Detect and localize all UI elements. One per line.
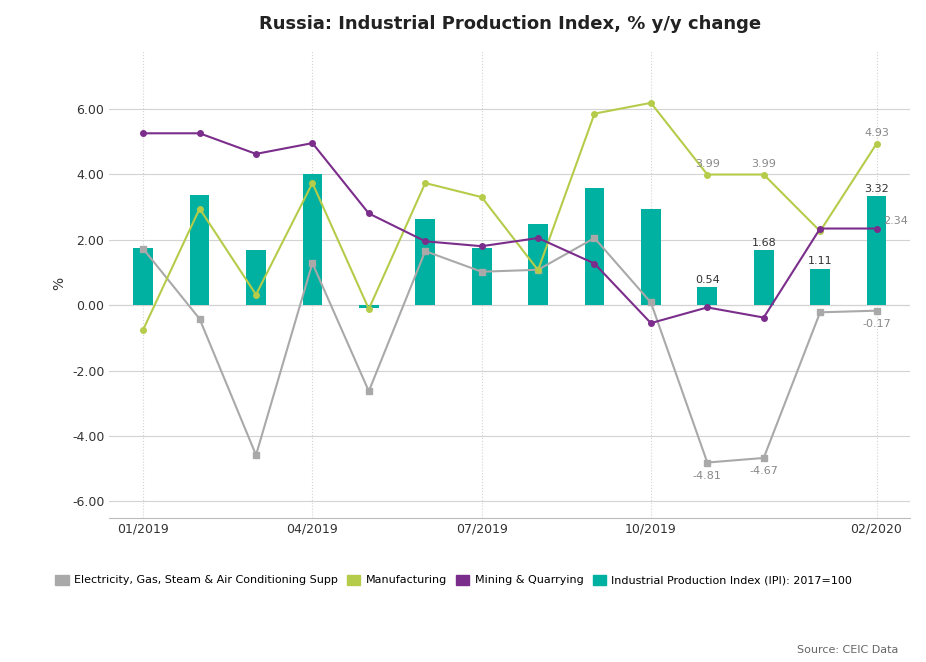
Manufacturing <box>194 205 206 213</box>
Manufacturing <box>419 179 431 187</box>
Manufacturing <box>307 179 318 187</box>
Text: -4.67: -4.67 <box>749 466 778 476</box>
Electricity, Gas, Steam & Air Conditioning Supp <box>307 260 318 267</box>
Bar <box>303 174 322 305</box>
Bar <box>867 197 886 305</box>
Manufacturing <box>476 193 487 201</box>
Electricity, Gas, Steam & Air Conditioning Supp <box>871 307 882 314</box>
Mining & Quarrying <box>871 224 882 232</box>
Mining & Quarrying <box>758 314 770 322</box>
Text: 0.54: 0.54 <box>694 275 720 285</box>
Manufacturing <box>532 266 544 274</box>
Bar <box>133 248 153 305</box>
Text: 1.68: 1.68 <box>751 238 776 248</box>
Manufacturing <box>702 171 713 179</box>
Manufacturing <box>758 171 770 179</box>
Mining & Quarrying <box>138 129 149 137</box>
Line: Electricity, Gas, Steam & Air Conditioning Supp: Electricity, Gas, Steam & Air Conditioni… <box>140 234 880 466</box>
Bar <box>528 224 548 305</box>
Bar <box>246 250 266 305</box>
Legend: Electricity, Gas, Steam & Air Conditioning Supp, Manufacturing, Mining & Quarryi: Electricity, Gas, Steam & Air Conditioni… <box>51 570 857 590</box>
Mining & Quarrying <box>419 237 431 245</box>
Electricity, Gas, Steam & Air Conditioning Supp <box>758 454 770 462</box>
Mining & Quarrying <box>250 150 261 158</box>
Mining & Quarrying <box>589 260 600 267</box>
Electricity, Gas, Steam & Air Conditioning Supp <box>138 245 149 253</box>
Manufacturing <box>363 305 374 313</box>
Manufacturing <box>589 110 600 118</box>
Mining & Quarrying <box>307 139 318 147</box>
Mining & Quarrying <box>476 242 487 250</box>
Mining & Quarrying <box>645 319 657 327</box>
Bar <box>584 188 605 305</box>
Line: Mining & Quarrying: Mining & Quarrying <box>141 130 880 326</box>
Text: 1.11: 1.11 <box>807 256 832 266</box>
Mining & Quarrying <box>815 224 826 232</box>
Manufacturing <box>250 291 261 299</box>
Title: Russia: Industrial Production Index, % y/y change: Russia: Industrial Production Index, % y… <box>258 15 761 33</box>
Mining & Quarrying <box>363 209 374 217</box>
Electricity, Gas, Steam & Air Conditioning Supp <box>532 266 544 274</box>
Y-axis label: %: % <box>53 277 67 291</box>
Text: 3.99: 3.99 <box>751 159 776 169</box>
Manufacturing <box>815 227 826 235</box>
Line: Manufacturing: Manufacturing <box>141 100 880 332</box>
Manufacturing <box>871 140 882 148</box>
Mining & Quarrying <box>702 303 713 311</box>
Electricity, Gas, Steam & Air Conditioning Supp <box>702 459 713 467</box>
Manufacturing <box>645 99 657 107</box>
Bar <box>810 269 830 305</box>
Electricity, Gas, Steam & Air Conditioning Supp <box>419 247 431 255</box>
Bar <box>754 250 773 305</box>
Bar <box>471 248 492 305</box>
Bar <box>416 219 435 305</box>
Text: 3.32: 3.32 <box>864 184 889 194</box>
Text: 4.93: 4.93 <box>864 128 889 138</box>
Bar <box>641 209 661 305</box>
Text: 2.34: 2.34 <box>883 216 908 226</box>
Electricity, Gas, Steam & Air Conditioning Supp <box>645 299 657 307</box>
Bar <box>190 195 209 305</box>
Electricity, Gas, Steam & Air Conditioning Supp <box>589 234 600 242</box>
Mining & Quarrying <box>194 129 206 137</box>
Text: -0.17: -0.17 <box>862 319 891 329</box>
Bar <box>359 305 379 308</box>
Text: Source: CEIC Data: Source: CEIC Data <box>797 645 898 655</box>
Electricity, Gas, Steam & Air Conditioning Supp <box>194 315 206 323</box>
Bar <box>697 287 717 305</box>
Manufacturing <box>138 326 149 334</box>
Electricity, Gas, Steam & Air Conditioning Supp <box>363 387 374 395</box>
Mining & Quarrying <box>532 234 544 242</box>
Text: -4.81: -4.81 <box>693 471 721 481</box>
Electricity, Gas, Steam & Air Conditioning Supp <box>815 308 826 316</box>
Text: 3.99: 3.99 <box>694 159 720 169</box>
Electricity, Gas, Steam & Air Conditioning Supp <box>250 451 261 459</box>
Electricity, Gas, Steam & Air Conditioning Supp <box>476 267 487 275</box>
